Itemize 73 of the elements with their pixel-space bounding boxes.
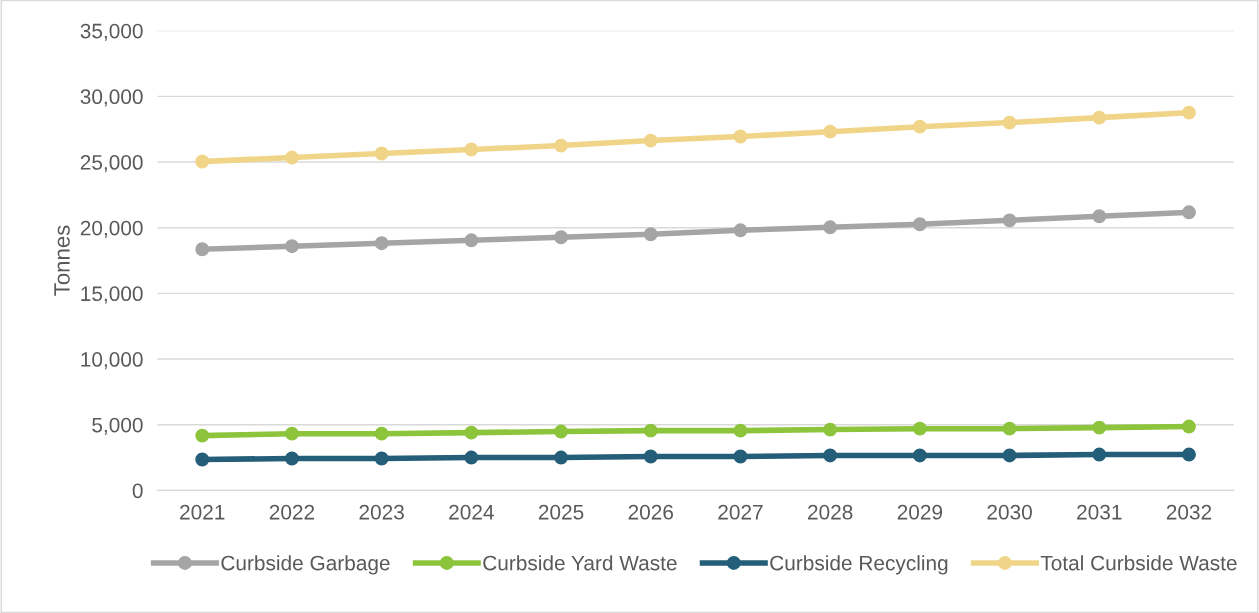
point (733, 223, 748, 238)
point (1002, 115, 1017, 130)
point (464, 233, 479, 248)
y-tick-label: 0 (132, 483, 143, 499)
point (733, 449, 748, 464)
point (464, 142, 479, 157)
legend-label: Curbside Garbage (221, 555, 390, 575)
x-tick-label: 2027 (718, 504, 763, 520)
point (1182, 205, 1196, 220)
point (284, 239, 299, 254)
point (1002, 448, 1017, 463)
point (374, 236, 389, 251)
y-tick-label: 35,000 (80, 23, 143, 41)
point (733, 129, 748, 144)
x-tick-label: 2024 (449, 504, 494, 520)
point (1182, 447, 1196, 462)
point (284, 150, 299, 165)
point (1002, 213, 1017, 228)
point (1092, 209, 1107, 224)
x-tick-label: 2022 (269, 504, 315, 520)
point (823, 422, 838, 437)
legend-label: Total Curbside Waste (1040, 555, 1237, 571)
point (1092, 447, 1107, 462)
point (464, 425, 479, 440)
point (554, 424, 568, 439)
point (374, 146, 389, 161)
point (912, 421, 927, 436)
y-tick-label: 20,000 (80, 220, 143, 238)
point (1182, 419, 1196, 434)
x-tick-label: 2023 (359, 504, 404, 520)
point (284, 451, 299, 466)
y-tick-label: 30,000 (80, 89, 143, 107)
point (195, 242, 210, 257)
legend-label: Curbside Yard Waste (483, 555, 677, 571)
point (554, 230, 568, 245)
point (374, 451, 389, 466)
point (1092, 420, 1107, 435)
point (643, 227, 658, 242)
x-tick-label: 2031 (1077, 504, 1122, 520)
point (912, 119, 927, 134)
point (1002, 421, 1017, 436)
point (823, 124, 838, 139)
y-axis-title: Tonnes (54, 225, 70, 296)
point (195, 154, 210, 169)
x-tick-label: 2021 (180, 504, 225, 520)
point (195, 428, 210, 443)
x-tick-label: 2026 (628, 504, 674, 520)
point (912, 448, 927, 463)
x-tick-label: 2028 (808, 504, 853, 520)
point (643, 423, 658, 438)
y-tick-label: 25,000 (80, 155, 143, 173)
legend-label: Curbside Recycling (770, 555, 948, 575)
y-tick-label: 5,000 (92, 417, 143, 435)
point (284, 426, 299, 441)
y-tick-label: 10,000 (81, 352, 143, 370)
x-tick-label: 2030 (987, 504, 1032, 520)
point (1182, 105, 1196, 120)
point (554, 138, 568, 153)
point (195, 452, 210, 467)
point (464, 450, 479, 465)
point (1092, 110, 1107, 125)
point (733, 423, 748, 438)
point (374, 426, 389, 441)
point (823, 448, 838, 463)
x-tick-label: 2025 (538, 504, 584, 520)
point (554, 450, 568, 465)
point (912, 217, 927, 232)
point (643, 133, 658, 148)
point (643, 449, 658, 464)
x-tick-label: 2032 (1166, 504, 1212, 520)
x-tick-label: 2029 (897, 504, 943, 520)
y-tick-label: 15,000 (81, 286, 143, 304)
point (823, 220, 838, 235)
